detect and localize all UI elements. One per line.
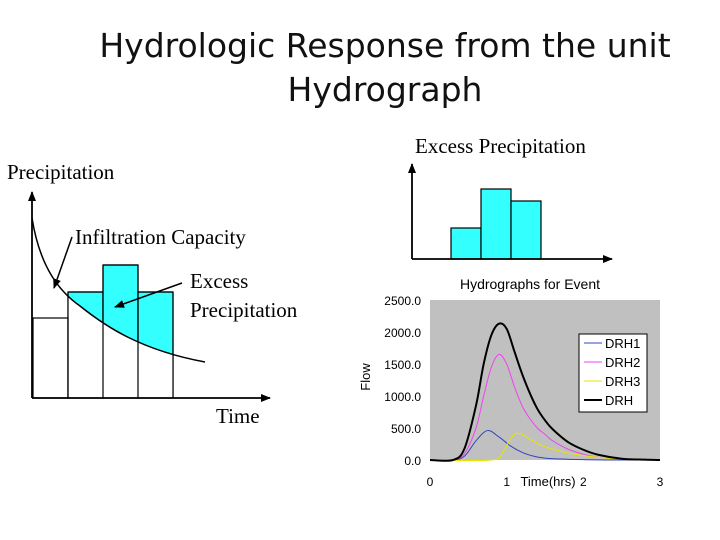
excess-bar-2: [480, 188, 512, 260]
y-axis-label: Flow: [358, 363, 373, 391]
series-lines: [429, 322, 661, 462]
excess-pointer-arrow: [114, 282, 183, 308]
time-label: Time: [216, 404, 260, 428]
legend: DRH1 DRH2 DRH3 DRH: [578, 333, 648, 413]
infiltration-capacity-label: Infiltration Capacity: [75, 225, 246, 249]
y-tick-label: 1500.0: [384, 358, 421, 372]
x-tick-label: 3: [657, 475, 664, 489]
title-line-1: Hydrologic Response from the unit: [99, 26, 671, 65]
chart-title: Hydrographs for Event: [460, 276, 600, 292]
excess-bar-3: [510, 200, 542, 260]
slide-title: Hydrologic Response from the unit Hydrog…: [60, 24, 710, 112]
x-axis-label: Time(hrs): [520, 474, 575, 489]
y-tick-label: 0.0: [404, 454, 421, 468]
x-tick-label: 2: [580, 475, 587, 489]
y-tick-label: 2500.0: [384, 294, 421, 308]
title-line-2: Hydrograph: [287, 70, 483, 109]
excess-label-line-2: Precipitation: [190, 298, 298, 322]
legend-items: DRH1 DRH2 DRH3 DRH: [584, 336, 640, 408]
series-line-drh1: [429, 430, 661, 461]
y-tick-labels: 0.0 500.0 1000.0 1500.0 2000.0 2500.0: [384, 294, 421, 468]
legend-label: DRH2: [605, 355, 640, 370]
infiltration-curve: [31, 217, 206, 363]
hydrograph-chart: Hydrographs for Event Flow 0.0 500.0 1000.…: [358, 276, 664, 489]
excess-precipitation-top-label: Excess Precipitation: [415, 134, 586, 158]
x-tick-label: 1: [503, 475, 510, 489]
y-tick-label: 1000.0: [384, 390, 421, 404]
excess-precip-diagram: [408, 163, 613, 263]
legend-label: DRH3: [605, 374, 640, 389]
legend-label: DRH: [605, 393, 633, 408]
series-line-drh: [429, 322, 661, 462]
infiltration-diagram: [28, 191, 271, 402]
excess-precipitation-label: Excess Precipitation: [190, 267, 297, 325]
y-tick-label: 500.0: [391, 422, 421, 436]
y-tick-label: 2000.0: [384, 326, 421, 340]
legend-label: DRH1: [605, 336, 640, 351]
x-tick-label: 0: [427, 475, 434, 489]
rain-bar-1: [32, 317, 69, 399]
excess-bar-1: [450, 227, 482, 260]
infiltration-pointer-arrow: [53, 236, 73, 289]
precipitation-label: Precipitation: [7, 160, 115, 184]
excess-label-line-1: Excess: [190, 269, 249, 293]
x-tick-labels: 0 1 2 3: [427, 475, 664, 489]
